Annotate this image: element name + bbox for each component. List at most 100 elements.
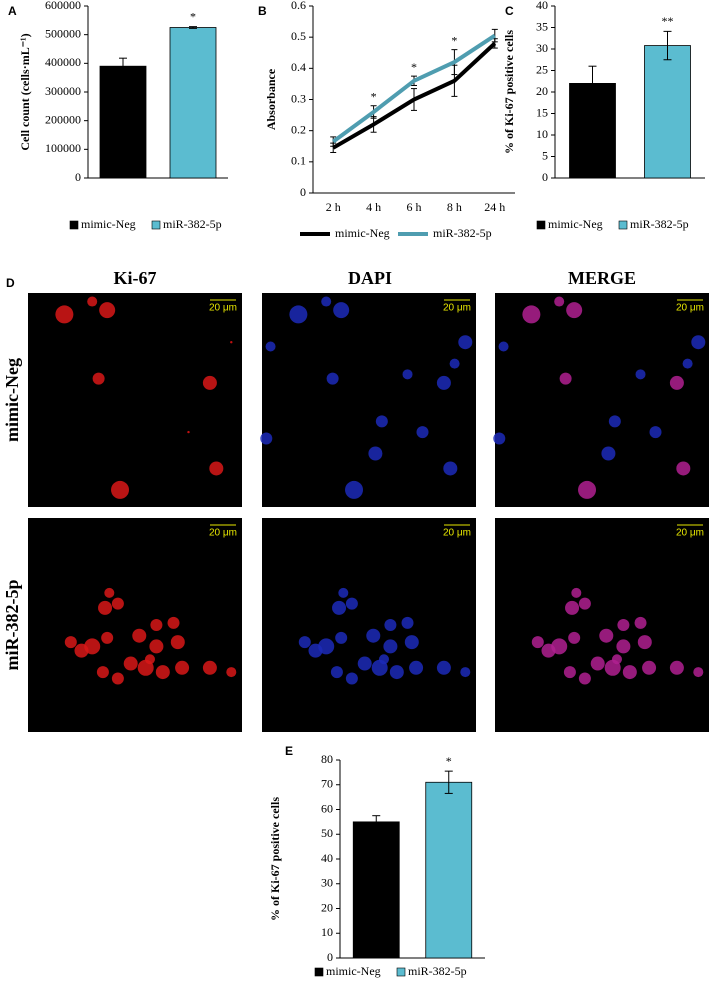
significance: * bbox=[446, 754, 452, 768]
legend-marker bbox=[618, 220, 628, 230]
bar bbox=[169, 27, 217, 179]
y-tick-label: 0.1 bbox=[291, 154, 306, 168]
micrograph bbox=[28, 293, 242, 507]
cell bbox=[578, 672, 591, 685]
legend-marker bbox=[151, 220, 161, 230]
cell bbox=[617, 619, 630, 631]
legend-marker bbox=[536, 220, 546, 230]
bar bbox=[99, 65, 147, 179]
significance: * bbox=[451, 33, 457, 47]
legend-label: mimic-Neg bbox=[326, 964, 381, 978]
significance: ** bbox=[662, 14, 674, 28]
y-axis-label: Absorbance bbox=[264, 68, 278, 130]
cell bbox=[150, 619, 163, 631]
cell bbox=[170, 635, 185, 650]
column-header: Ki-67 bbox=[114, 268, 157, 288]
panel-label: A bbox=[8, 4, 17, 18]
y-tick-label: 0.2 bbox=[291, 122, 306, 136]
cell bbox=[449, 358, 460, 369]
cell bbox=[568, 631, 581, 644]
cell bbox=[493, 432, 506, 445]
y-tick-label: 40 bbox=[321, 851, 333, 865]
cell bbox=[416, 426, 429, 439]
cell bbox=[260, 432, 273, 445]
y-tick-label: 30 bbox=[536, 41, 548, 55]
y-tick-label: 0.6 bbox=[291, 0, 306, 12]
cell bbox=[563, 666, 576, 679]
y-tick-label: 80 bbox=[321, 752, 333, 766]
cell bbox=[669, 660, 684, 675]
cell bbox=[357, 656, 372, 671]
legend-label: miR-382-5p bbox=[630, 217, 689, 231]
y-tick-label: 5 bbox=[542, 148, 548, 162]
cell bbox=[333, 302, 350, 319]
cell bbox=[531, 636, 544, 649]
cell bbox=[111, 480, 130, 499]
y-tick-label: 500000 bbox=[45, 26, 81, 40]
x-tick-label: 24 h bbox=[484, 200, 505, 214]
row-label: miR-382-5p bbox=[2, 580, 22, 671]
y-tick-label: 50 bbox=[321, 826, 333, 840]
cell bbox=[209, 461, 224, 476]
legend-label: miR-382-5p bbox=[433, 226, 492, 240]
cell-speck bbox=[187, 430, 190, 434]
y-tick-label: 0.4 bbox=[291, 60, 306, 74]
y-tick-label: 15 bbox=[536, 105, 548, 119]
cell bbox=[87, 296, 98, 307]
series-line bbox=[332, 41, 497, 150]
bar bbox=[425, 781, 473, 959]
panel-label: C bbox=[505, 4, 514, 18]
micrograph bbox=[262, 293, 476, 507]
cell bbox=[96, 666, 109, 679]
cell bbox=[289, 305, 308, 324]
y-tick-label: 60 bbox=[321, 801, 333, 815]
cell bbox=[132, 628, 147, 643]
cell bbox=[149, 639, 164, 654]
panel-label: B bbox=[258, 4, 267, 18]
cell-speck bbox=[230, 341, 233, 344]
scale-bar-label: 20 μm bbox=[443, 303, 471, 314]
cell bbox=[637, 635, 652, 650]
legend-label: mimic-Neg bbox=[81, 217, 136, 231]
cell bbox=[123, 656, 138, 671]
cell bbox=[111, 597, 124, 610]
cell bbox=[330, 666, 343, 679]
cell bbox=[98, 600, 113, 615]
cell bbox=[345, 672, 358, 685]
y-tick-label: 35 bbox=[536, 19, 548, 33]
cell bbox=[460, 667, 471, 678]
cell bbox=[458, 335, 473, 350]
cell bbox=[368, 446, 383, 461]
y-tick-label: 0 bbox=[300, 185, 306, 199]
cell bbox=[642, 660, 657, 675]
bar bbox=[352, 821, 400, 959]
cell bbox=[682, 358, 693, 369]
y-tick-label: 400000 bbox=[45, 55, 81, 69]
cell bbox=[498, 341, 509, 352]
cell bbox=[332, 600, 347, 615]
cell bbox=[608, 415, 621, 428]
column-header: MERGE bbox=[568, 268, 636, 288]
x-tick-label: 6 h bbox=[407, 200, 422, 214]
scale-bar-label: 20 μm bbox=[443, 528, 471, 539]
y-tick-label: 20 bbox=[536, 84, 548, 98]
cell bbox=[104, 587, 115, 598]
legend-label: miR-382-5p bbox=[408, 964, 467, 978]
cell bbox=[611, 654, 622, 665]
cell bbox=[298, 636, 311, 649]
legend-label: mimic-Neg bbox=[548, 217, 603, 231]
scale-bar-label: 20 μm bbox=[676, 303, 704, 314]
legend-marker bbox=[69, 220, 79, 230]
x-tick-label: 4 h bbox=[366, 200, 381, 214]
y-tick-label: 100000 bbox=[45, 141, 81, 155]
y-tick-label: 200000 bbox=[45, 112, 81, 126]
cell bbox=[566, 302, 583, 319]
cell bbox=[436, 375, 451, 390]
cell bbox=[175, 660, 190, 675]
significance: * bbox=[190, 9, 196, 23]
panel-label: E bbox=[285, 744, 293, 758]
x-tick-label: 8 h bbox=[447, 200, 462, 214]
cell bbox=[669, 375, 684, 390]
cell bbox=[402, 369, 413, 380]
